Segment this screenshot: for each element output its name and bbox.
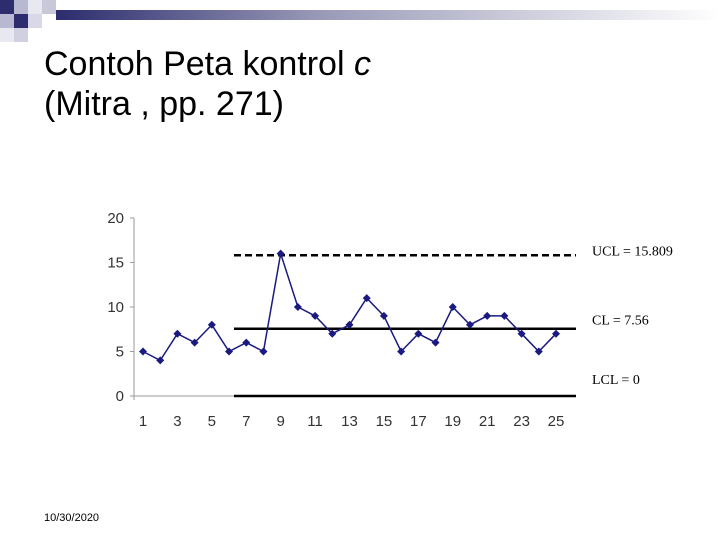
data-point: [465, 320, 474, 329]
y-tick-label: 0: [116, 388, 124, 405]
data-point: [311, 311, 320, 320]
data-point: [500, 311, 509, 320]
x-tick-label: 7: [242, 413, 250, 430]
control-limit-label: UCL = 15.809: [592, 244, 673, 259]
x-tick-label: 15: [376, 413, 393, 430]
deco-square-3: [28, 0, 42, 14]
x-tick-label: 11: [307, 413, 323, 430]
data-point: [431, 338, 440, 347]
data-point: [276, 249, 285, 258]
x-tick-label: 9: [276, 413, 284, 430]
data-point: [328, 329, 337, 338]
data-point: [190, 338, 199, 347]
x-tick-label: 19: [444, 413, 461, 430]
data-point: [379, 311, 388, 320]
slide-title: Contoh Peta kontrol c (Mitra , pp. 271): [44, 44, 371, 124]
deco-square-2: [14, 0, 28, 14]
x-tick-label: 13: [341, 413, 358, 430]
series-line: [142, 253, 557, 362]
data-point: [139, 347, 147, 356]
data-point: [448, 303, 457, 311]
y-tick-label: 5: [116, 344, 124, 361]
y-tick-label: 10: [107, 299, 124, 316]
data-point: [362, 294, 371, 303]
deco-square-8: [0, 28, 14, 42]
x-tick-label: 25: [548, 413, 565, 430]
x-tick-label: 23: [513, 413, 530, 430]
data-point: [552, 329, 560, 338]
deco-square-7: [42, 0, 56, 14]
data-point: [207, 320, 216, 329]
x-tick-label: 21: [479, 413, 496, 430]
x-tick-label: 5: [208, 413, 216, 430]
y-tick-label: 15: [107, 255, 124, 272]
y-tick-label: 20: [107, 210, 124, 227]
control-limit-label: LCL = 0: [592, 373, 640, 388]
x-tick-label: 3: [173, 413, 181, 430]
data-point: [534, 347, 543, 356]
data-point: [259, 347, 268, 356]
data-point: [517, 329, 526, 338]
x-tick-label: 1: [139, 413, 147, 430]
title-line-1: Contoh Peta kontrol c: [44, 44, 371, 84]
deco-square-9: [14, 28, 28, 42]
deco-square-4: [0, 14, 14, 28]
header-gradient-bar: [56, 10, 720, 20]
title-text: Contoh Peta kontrol: [44, 45, 354, 83]
data-point: [225, 347, 234, 356]
footer-date: 10/30/2020: [44, 512, 100, 524]
deco-square-1: [0, 0, 14, 14]
title-variable: c: [353, 45, 371, 83]
data-point: [397, 347, 406, 356]
control-limit-label: CL = 7.56: [592, 314, 649, 329]
data-point: [156, 356, 165, 365]
data-point: [242, 338, 251, 347]
data-point: [345, 320, 354, 329]
x-tick-label: 17: [410, 413, 427, 430]
data-point: [293, 303, 302, 311]
data-point: [414, 329, 423, 338]
data-point: [483, 311, 492, 320]
deco-square-5: [14, 14, 28, 28]
data-point: [173, 329, 182, 338]
title-line-2: (Mitra , pp. 271): [44, 85, 284, 123]
deco-square-6: [28, 14, 42, 28]
